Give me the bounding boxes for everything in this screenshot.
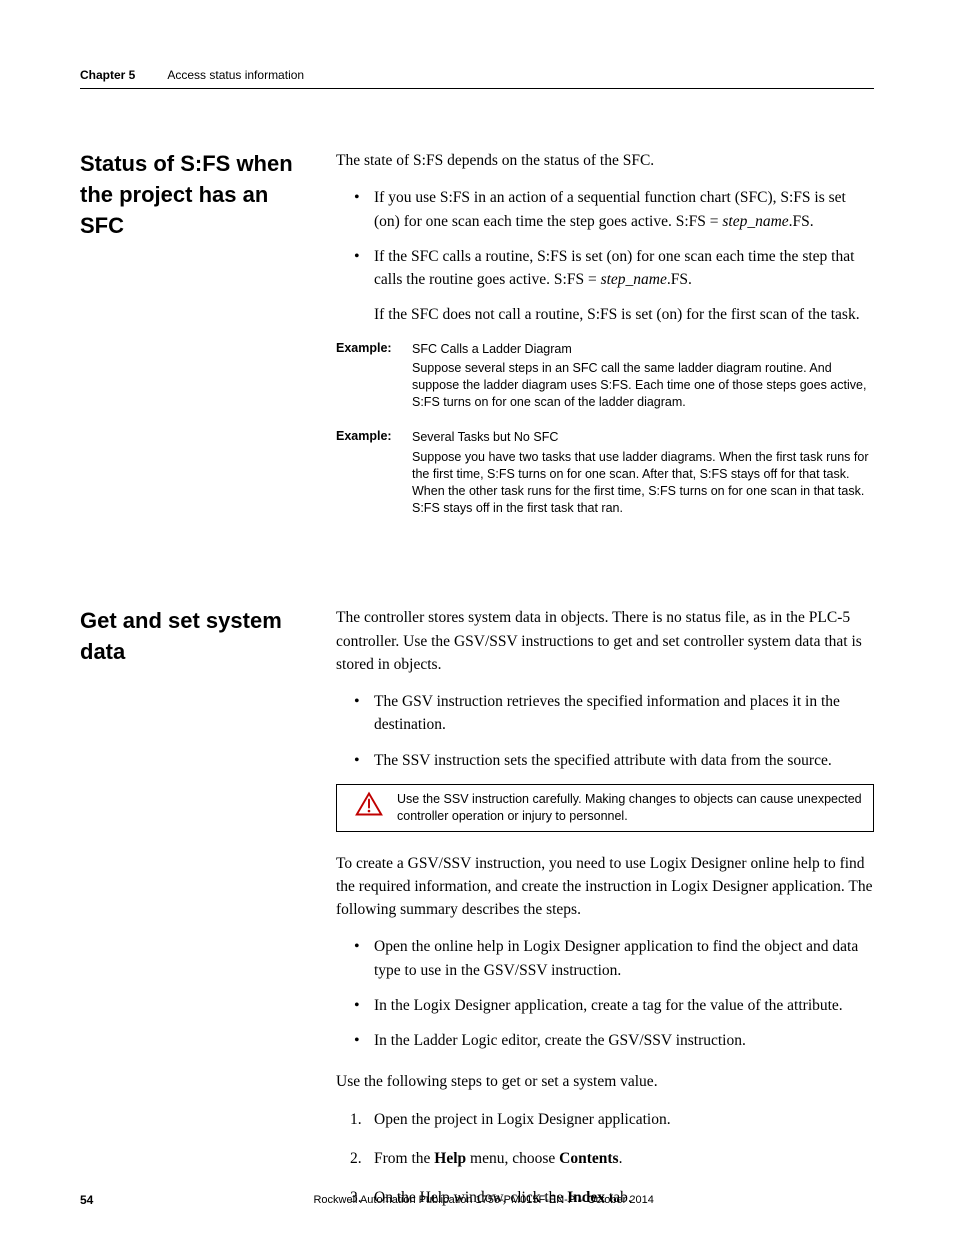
example-2-title: Several Tasks but No SFC: [412, 429, 874, 446]
sfs-sub-para: If the SFC does not call a routine, S:FS…: [336, 303, 874, 326]
warning-triangle-icon: [355, 791, 383, 817]
getset-bullets-a: The GSV instruction retrieves the specif…: [336, 690, 874, 772]
example-1: Example: SFC Calls a Ladder Diagram Supp…: [336, 341, 874, 412]
text: menu, choose: [466, 1150, 559, 1167]
text: .: [619, 1150, 623, 1167]
text: From the: [374, 1150, 434, 1167]
getset-para2: To create a GSV/SSV instruction, you nee…: [336, 852, 874, 922]
example-1-body: Suppose several steps in an SFC call the…: [412, 360, 874, 411]
section-heading-sfs: Status of S:FS when the project has an S…: [80, 149, 318, 241]
getset-para3: Use the following steps to get or set a …: [336, 1070, 874, 1093]
example-1-title: SFC Calls a Ladder Diagram: [412, 341, 874, 358]
publication-info: Rockwell Automation Publication 1756-PM0…: [313, 1194, 653, 1206]
example-label: Example:: [336, 341, 396, 412]
page-footer: 54 Rockwell Automation Publication 1756-…: [80, 1193, 874, 1207]
chapter-title: Access status information: [167, 68, 304, 82]
step-1: Open the project in Logix Designer appli…: [374, 1108, 874, 1131]
page-header: Chapter 5 Access status information: [80, 68, 874, 89]
getset-intro: The controller stores system data in obj…: [336, 606, 874, 676]
bullet-create-tag: In the Logix Designer application, creat…: [374, 994, 874, 1017]
chapter-label: Chapter 5: [80, 68, 135, 82]
warning-text: Use the SSV instruction carefully. Makin…: [397, 791, 865, 825]
sfs-intro: The state of S:FS depends on the status …: [336, 149, 874, 172]
bullet-open-help: Open the online help in Logix Designer a…: [374, 935, 874, 982]
bold-text: Help: [434, 1150, 466, 1167]
italic-text: step_name: [722, 213, 788, 230]
bullet-gsv: The GSV instruction retrieves the specif…: [374, 690, 874, 737]
bold-text: Contents: [559, 1150, 618, 1167]
getset-bullets-b: Open the online help in Logix Designer a…: [336, 935, 874, 1052]
sfs-bullet-1: If you use S:FS in an action of a sequen…: [374, 186, 874, 233]
section-get-set: Get and set system data The controller s…: [80, 606, 874, 1225]
sfs-bullet-list: If you use S:FS in an action of a sequen…: [336, 186, 874, 291]
section-heading-getset: Get and set system data: [80, 606, 318, 668]
sfs-bullet-2: If the SFC calls a routine, S:FS is set …: [374, 245, 874, 292]
text: .FS.: [667, 271, 692, 288]
page-number: 54: [80, 1193, 93, 1207]
example-2-body: Suppose you have two tasks that use ladd…: [412, 449, 874, 517]
bullet-ladder-editor: In the Ladder Logic editor, create the G…: [374, 1029, 874, 1052]
example-2: Example: Several Tasks but No SFC Suppos…: [336, 429, 874, 516]
bullet-ssv: The SSV instruction sets the specified a…: [374, 749, 874, 772]
step-2: From the Help menu, choose Contents.: [374, 1147, 874, 1170]
section-sfs-status: Status of S:FS when the project has an S…: [80, 149, 874, 534]
example-label: Example:: [336, 429, 396, 516]
text: .FS.: [789, 213, 814, 230]
warning-callout: Use the SSV instruction carefully. Makin…: [336, 784, 874, 832]
italic-text: step_name: [601, 271, 667, 288]
